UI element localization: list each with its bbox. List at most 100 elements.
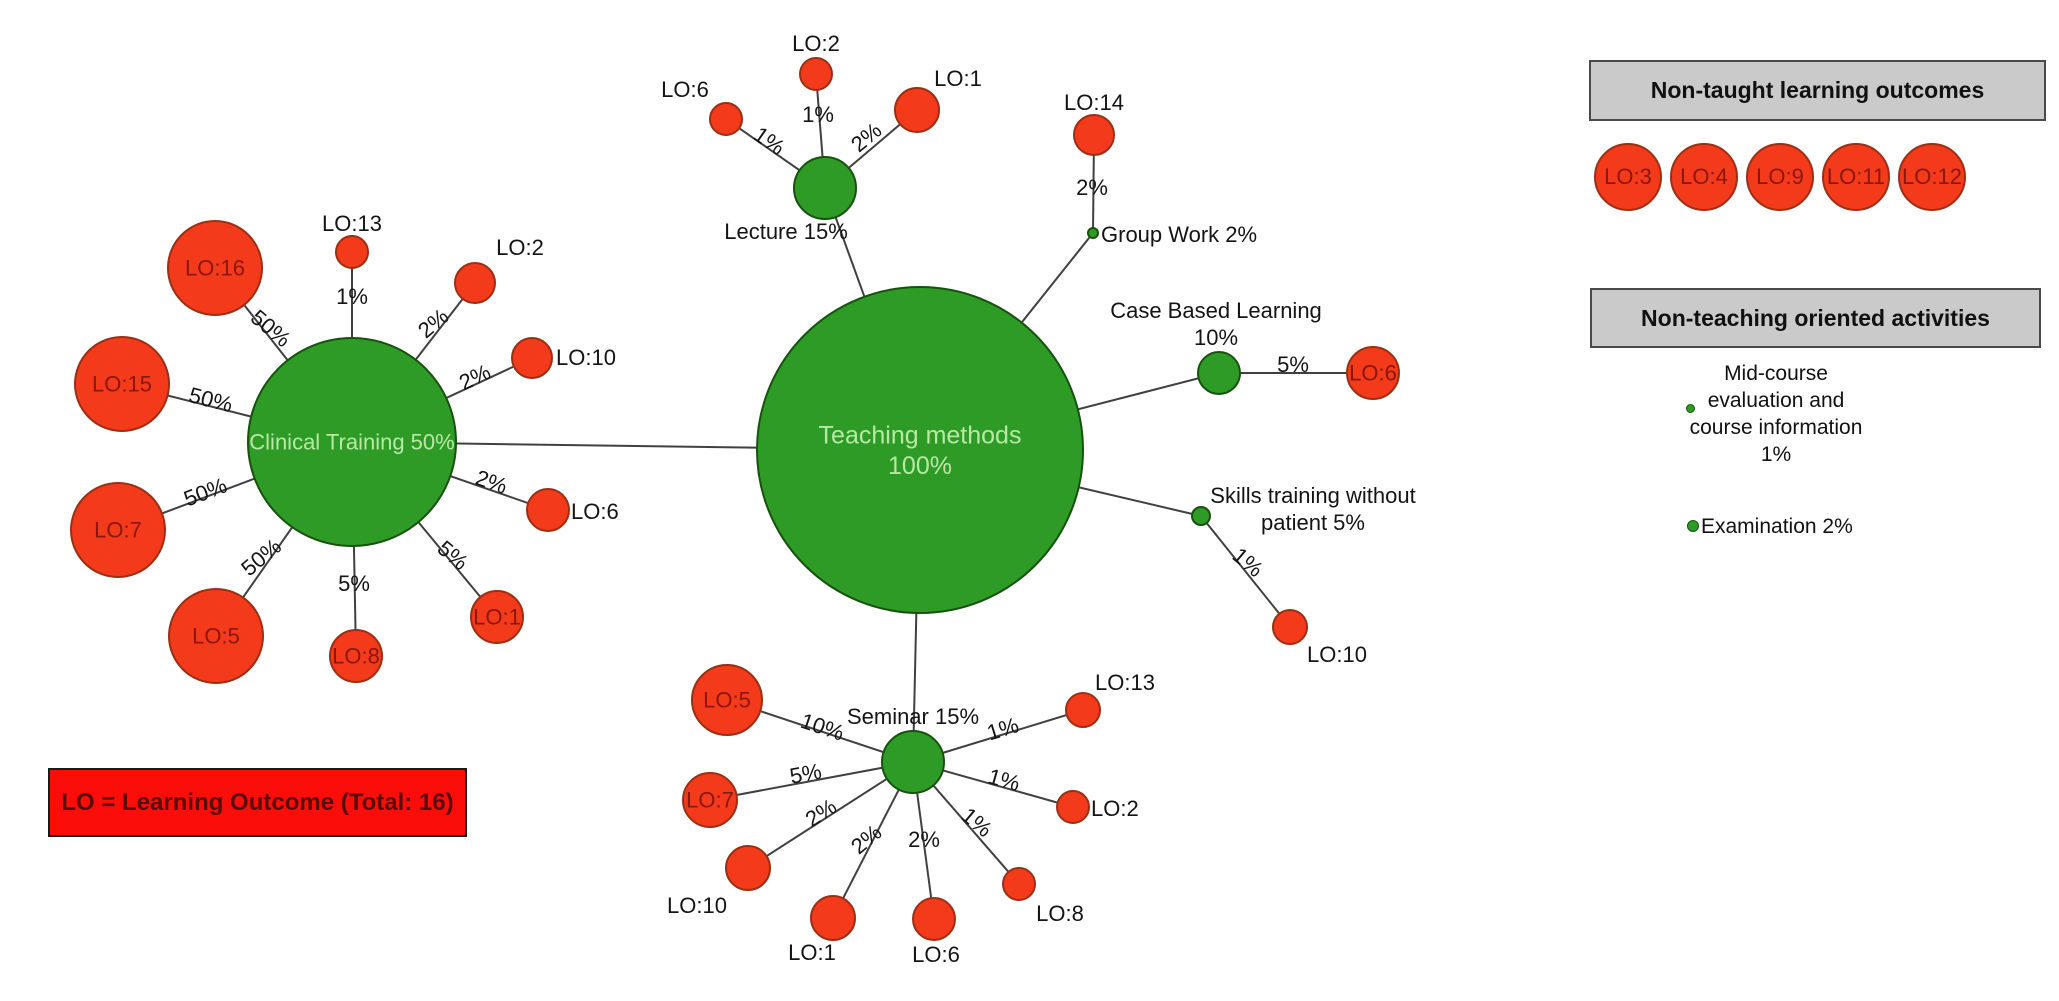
node-c5 xyxy=(168,588,264,684)
node-label-c2: LO:2 xyxy=(496,235,544,260)
node-se1 xyxy=(810,895,856,941)
node-label-groupwork: Group Work 2% xyxy=(1101,222,1257,247)
lo4-label: LO:4 xyxy=(1680,164,1728,189)
edge-label-seminar-se6: 2% xyxy=(908,827,940,852)
non-teaching-title: Non-teaching oriented activities xyxy=(1641,304,1990,331)
mid-course-line-4: 1% xyxy=(1760,443,1792,466)
node-label-casebased: Case Based Learning 10% xyxy=(1110,298,1322,350)
node-skills xyxy=(1191,506,1211,526)
non-taught-title: Non-taught learning outcomes xyxy=(1650,77,1985,103)
mid-course-dot xyxy=(1686,404,1695,413)
node-label-lecture: Lecture 15% xyxy=(724,219,848,244)
lo3-circle: LO:3 xyxy=(1594,143,1662,211)
edge-label-clinical-c15: 50% xyxy=(186,382,235,417)
node-l1 xyxy=(894,87,940,133)
lo12-circle: LO:12 xyxy=(1898,143,1966,211)
nodes xyxy=(70,57,1400,941)
node-label-c5: LO:5 xyxy=(192,624,240,649)
edge-label-clinical-c10: 2% xyxy=(455,359,494,395)
edge-seminar-se7 xyxy=(709,761,914,801)
node-groupwork xyxy=(1087,227,1099,239)
edge-label-lecture-l6: 1% xyxy=(749,122,789,161)
node-label-l2: LO:2 xyxy=(792,31,840,56)
edge-label-groupwork-g14: 2% xyxy=(1076,175,1108,200)
edge-label-clinical-c16: 50% xyxy=(246,305,296,352)
lo12-label: LO:12 xyxy=(1902,164,1962,189)
node-c15 xyxy=(74,336,170,432)
node-g14 xyxy=(1073,114,1115,156)
node-se10 xyxy=(725,845,771,891)
edge-seminar-se10 xyxy=(747,761,914,869)
node-c2 xyxy=(454,262,496,304)
node-se7 xyxy=(682,772,738,828)
non-teaching-legend-box: Non-teaching oriented activities xyxy=(1590,288,2041,348)
node-label-clinical: Clinical Training 50% xyxy=(249,430,454,455)
node-cb6 xyxy=(1346,346,1400,400)
lo11-circle: LO:11 xyxy=(1822,143,1890,211)
edge-label-clinical-c6: 2% xyxy=(472,465,510,499)
node-label-seminar: Seminar 15% xyxy=(847,704,979,729)
mid-course-line-1: Mid-course xyxy=(1724,362,1828,385)
non-taught-lo-row: LO:3 LO:4 LO:9 LO:11 LO:12 xyxy=(1594,143,1966,211)
edge-label-seminar-se2: 1% xyxy=(985,763,1022,796)
node-se6 xyxy=(912,897,956,941)
node-c6 xyxy=(526,488,570,532)
edge-label-clinical-c2: 2% xyxy=(413,303,453,343)
node-label-se5: LO:5 xyxy=(703,688,751,713)
edge-label-casebased-cb6: 5% xyxy=(1277,352,1309,377)
examination-item: Examination 2% xyxy=(1701,515,1853,538)
node-label-teaching: Teaching methods 100% xyxy=(819,422,1022,481)
node-teaching xyxy=(756,286,1084,614)
edge-label-skills-s10: 1% xyxy=(1228,542,1268,582)
node-l2 xyxy=(799,57,833,91)
edge-label-seminar-se13: 1% xyxy=(984,712,1022,745)
node-label-c8: LO:8 xyxy=(332,644,380,669)
non-taught-legend-box: Non-taught learning outcomes xyxy=(1589,60,2046,121)
node-label-c6: LO:6 xyxy=(571,499,619,524)
node-casebased xyxy=(1197,351,1241,395)
lo4-circle: LO:4 xyxy=(1670,143,1738,211)
lo9-circle: LO:9 xyxy=(1746,143,1814,211)
node-label-l6: LO:6 xyxy=(661,77,709,102)
node-label-se7: LO:7 xyxy=(686,788,734,813)
lo-definition-text: LO = Learning Outcome (Total: 16) xyxy=(61,788,454,816)
node-se13 xyxy=(1065,692,1101,728)
edge-skills-s10 xyxy=(1200,515,1291,628)
node-label-se8: LO:8 xyxy=(1036,901,1084,926)
node-label-c7: LO:7 xyxy=(94,518,142,543)
edge-label-seminar-se5: 10% xyxy=(798,708,848,746)
node-label-s10: LO:10 xyxy=(1307,642,1367,667)
node-s10 xyxy=(1272,609,1308,645)
lo9-label: LO:9 xyxy=(1756,164,1804,189)
node-label-c1: LO:1 xyxy=(473,605,521,630)
edge-label-clinical-c7: 50% xyxy=(180,473,230,512)
edge-label-lecture-l1: 2% xyxy=(846,117,886,157)
examination-dot xyxy=(1687,520,1699,532)
node-label-se13: LO:13 xyxy=(1095,670,1155,695)
node-c10 xyxy=(511,337,553,379)
edge-label-clinical-c1: 5% xyxy=(433,535,473,575)
node-c16 xyxy=(167,220,263,316)
edge-label-seminar-se7: 5% xyxy=(788,758,824,788)
lo11-label: LO:11 xyxy=(1826,164,1886,189)
node-se2 xyxy=(1056,790,1090,824)
edge-label-lecture-l2: 1% xyxy=(802,102,834,127)
node-label-c16: LO:16 xyxy=(185,256,245,281)
edge-label-seminar-se10: 2% xyxy=(801,794,841,832)
node-clinical xyxy=(247,337,457,547)
node-label-cb6: LO:6 xyxy=(1349,361,1397,386)
node-label-skills: Skills training without patient 5% xyxy=(1210,483,1415,535)
node-se5 xyxy=(691,664,763,736)
edge-label-clinical-c5: 50% xyxy=(236,534,286,581)
node-c1 xyxy=(470,590,524,644)
node-label-se10: LO:10 xyxy=(667,893,727,918)
mid-course-line-3: course information xyxy=(1689,416,1863,439)
lo3-label: LO:3 xyxy=(1604,164,1652,189)
node-c8 xyxy=(329,629,383,683)
node-label-c13: LO:13 xyxy=(322,211,382,236)
node-l6 xyxy=(709,102,743,136)
node-label-c10: LO:10 xyxy=(556,345,616,370)
node-label-se6: LO:6 xyxy=(912,942,960,967)
